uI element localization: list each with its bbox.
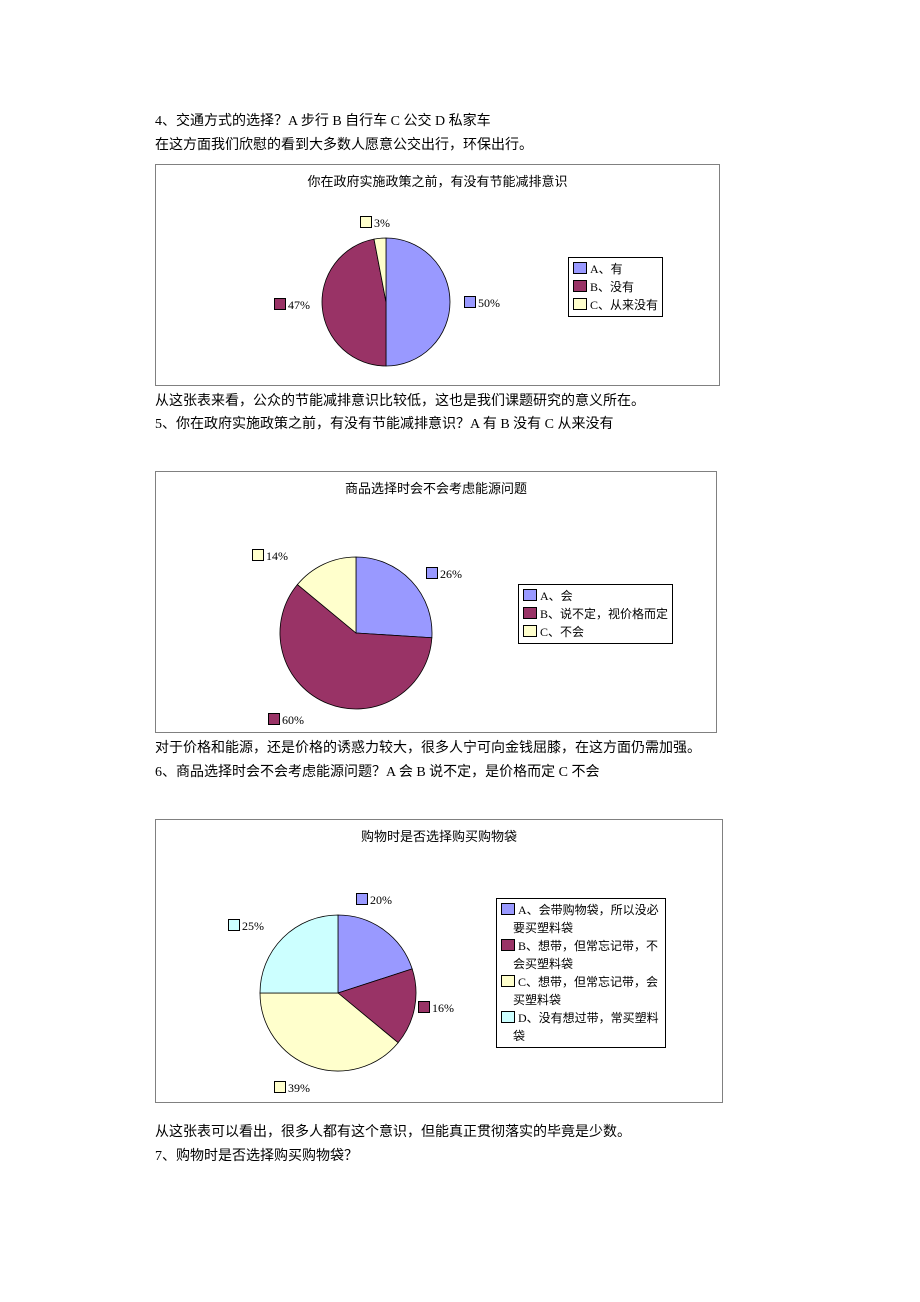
- data-label-text: 20%: [370, 893, 392, 907]
- data-label-text: 3%: [374, 216, 390, 230]
- pie-slice: [260, 915, 338, 993]
- q7-text: 7、购物时是否选择购买购物袋？: [155, 1145, 790, 1169]
- data-label-text: 47%: [288, 298, 310, 312]
- legend-label: A、会: [540, 589, 573, 603]
- legend-label: C、想带，但常忘记带，会 买塑料袋: [501, 975, 658, 1007]
- swatch-icon: [252, 549, 264, 561]
- legend-label: A、会带购物袋，所以没必 要买塑料袋: [501, 903, 659, 935]
- legend-label: C、不会: [540, 625, 584, 639]
- data-label-text: 26%: [440, 567, 462, 581]
- pie-chart: [156, 190, 536, 384]
- data-label: 25%: [228, 919, 264, 934]
- chart-legend: A、会 B、说不定，视价格而定 C、不会: [518, 584, 673, 644]
- swatch-icon: [573, 298, 587, 310]
- swatch-icon: [501, 975, 515, 987]
- chart3-caption: 从这张表可以看出，很多人都有这个意识，但能真正贯彻落实的毕竟是少数。: [155, 1121, 790, 1145]
- data-label: 16%: [418, 1001, 454, 1016]
- q4-text-line1: 4、交通方式的选择？A 步行 B 自行车 C 公交 D 私家车: [155, 110, 790, 134]
- chart-title: 你在政府实施政策之前，有没有节能减排意识: [156, 165, 719, 190]
- legend-item: D、没有想过带，常买塑料 袋: [501, 1009, 661, 1045]
- chart-title: 购物时是否选择购买购物袋: [156, 820, 722, 845]
- chart-shopping-bag: 购物时是否选择购买购物袋 20% 16% 39% 25% A、会带购物袋，所以没必 要买塑…: [155, 819, 723, 1103]
- legend-item: A、会带购物袋，所以没必 要买塑料袋: [501, 901, 661, 937]
- data-label-text: 60%: [282, 713, 304, 727]
- q5-text: 5、你在政府实施政策之前，有没有节能减排意识？A 有 B 没有 C 从来没有: [155, 413, 790, 437]
- legend-item: C、从来没有: [573, 296, 658, 314]
- data-label: 3%: [360, 216, 390, 231]
- swatch-icon: [523, 607, 537, 619]
- chart-energy-consideration: 商品选择时会不会考虑能源问题 26% 60% 14% A、会 B、说不定，视价格而定 C、不…: [155, 471, 717, 733]
- legend-item: B、说不定，视价格而定: [523, 605, 668, 623]
- pie-chart: [156, 845, 486, 1101]
- pie-slice: [322, 239, 386, 366]
- pie-chart: [156, 497, 506, 731]
- chart-awareness: 你在政府实施政策之前，有没有节能减排意识 50% 47% 3% A、有 B、没有 C、从来没…: [155, 164, 720, 386]
- legend-item: C、不会: [523, 623, 668, 641]
- swatch-icon: [501, 903, 515, 915]
- chart-legend: A、有 B、没有 C、从来没有: [568, 257, 663, 317]
- swatch-icon: [523, 589, 537, 601]
- data-label: 60%: [268, 713, 304, 728]
- legend-label: B、说不定，视价格而定: [540, 607, 668, 621]
- swatch-icon: [501, 939, 515, 951]
- legend-label: D、没有想过带，常买塑料 袋: [501, 1011, 659, 1043]
- data-label-text: 39%: [288, 1081, 310, 1095]
- data-label: 39%: [274, 1081, 310, 1096]
- legend-label: B、没有: [590, 280, 634, 294]
- swatch-icon: [418, 1001, 430, 1013]
- swatch-icon: [274, 298, 286, 310]
- legend-item: C、想带，但常忘记带，会 买塑料袋: [501, 973, 661, 1009]
- swatch-icon: [356, 893, 368, 905]
- swatch-icon: [523, 625, 537, 637]
- swatch-icon: [501, 1011, 515, 1023]
- legend-item: A、有: [573, 260, 658, 278]
- swatch-icon: [464, 296, 476, 308]
- data-label: 14%: [252, 549, 288, 564]
- document-page: 4、交通方式的选择？A 步行 B 自行车 C 公交 D 私家车 在这方面我们欣慰…: [0, 0, 920, 1228]
- swatch-icon: [360, 216, 372, 228]
- legend-item: B、想带，但常忘记带，不 会买塑料袋: [501, 937, 661, 973]
- data-label-text: 14%: [266, 549, 288, 563]
- chart2-caption: 对于价格和能源，还是价格的诱惑力较大，很多人宁可向金钱屈膝，在这方面仍需加强。: [155, 737, 790, 761]
- legend-label: C、从来没有: [590, 298, 658, 312]
- chart1-caption: 从这张表来看，公众的节能减排意识比较低，这也是我们课题研究的意义所在。: [155, 390, 790, 414]
- data-label: 50%: [464, 296, 500, 311]
- legend-item: A、会: [523, 587, 668, 605]
- legend-item: B、没有: [573, 278, 658, 296]
- q4-text-line2: 在这方面我们欣慰的看到大多数人愿意公交出行，环保出行。: [155, 134, 790, 158]
- data-label: 47%: [274, 298, 310, 313]
- data-label: 26%: [426, 567, 462, 582]
- swatch-icon: [228, 919, 240, 931]
- pie-slice: [386, 238, 450, 366]
- swatch-icon: [274, 1081, 286, 1093]
- legend-label: A、有: [590, 262, 623, 276]
- data-label: 20%: [356, 893, 392, 908]
- data-label-text: 50%: [478, 296, 500, 310]
- swatch-icon: [573, 280, 587, 292]
- swatch-icon: [573, 262, 587, 274]
- legend-label: B、想带，但常忘记带，不 会买塑料袋: [501, 939, 658, 971]
- swatch-icon: [426, 567, 438, 579]
- pie-slice: [356, 557, 432, 638]
- swatch-icon: [268, 713, 280, 725]
- chart-title: 商品选择时会不会考虑能源问题: [156, 472, 716, 497]
- data-label-text: 25%: [242, 919, 264, 933]
- data-label-text: 16%: [432, 1001, 454, 1015]
- chart-legend: A、会带购物袋，所以没必 要买塑料袋 B、想带，但常忘记带，不 会买塑料袋 C、想带…: [496, 898, 666, 1048]
- q6-text: 6、商品选择时会不会考虑能源问题？A 会 B 说不定，是价格而定 C 不会: [155, 761, 790, 785]
